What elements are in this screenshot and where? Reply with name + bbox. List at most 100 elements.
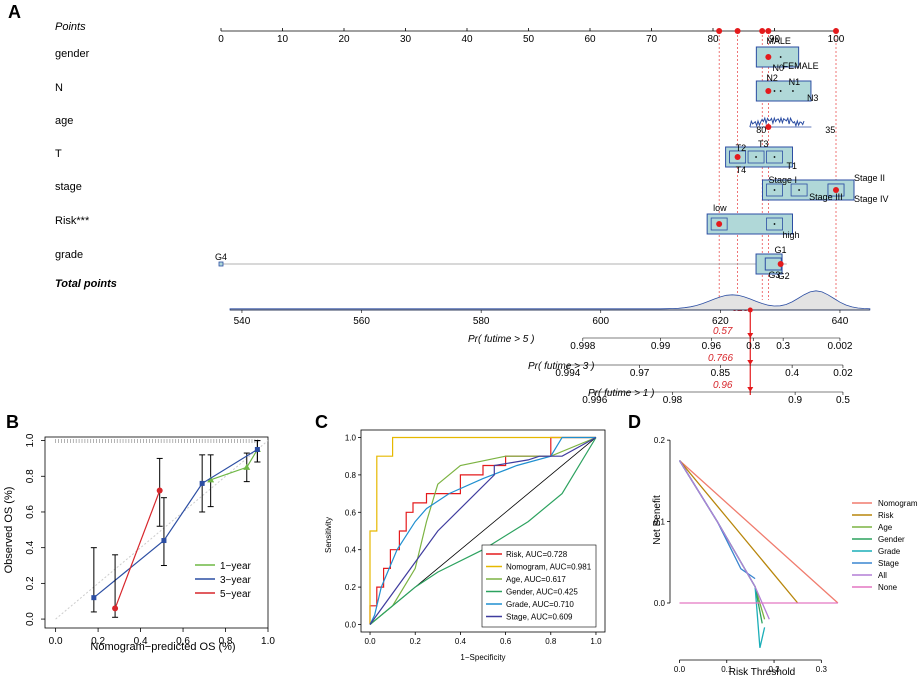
dca-legend-label: Stage xyxy=(878,559,899,568)
nomogram-level-label: FEMALE xyxy=(783,61,819,71)
roc-y-tick-label: 0.6 xyxy=(345,508,357,517)
prob-tick-label: 0.99 xyxy=(651,341,671,352)
roc-xlabel: 1−Specificity xyxy=(460,653,505,662)
dca-legend-label: Gender xyxy=(878,535,905,544)
total-tick-label: 600 xyxy=(592,316,609,327)
grade-level-label: G1 xyxy=(775,245,787,255)
dca-ylabel: Net Benefit xyxy=(652,495,663,545)
calibration-point xyxy=(156,487,163,494)
nomogram-level-label: T3 xyxy=(758,139,769,149)
var-label-risk: Risk*** xyxy=(55,215,90,227)
roc-x-tick-label: 0.6 xyxy=(500,637,512,646)
panel-label-d: D xyxy=(628,412,641,432)
calibration-panel: Nomogram−predicted OS (%) Observed OS (%… xyxy=(3,433,275,653)
points-tick-label: 40 xyxy=(461,34,473,45)
nomogram-level-label: N3 xyxy=(807,93,819,103)
points-selected-dot xyxy=(716,28,723,34)
roc-legend-label: Nomogram, AUC=0.981 xyxy=(506,563,592,572)
grade-level-label: G4 xyxy=(215,252,227,262)
dca-legend-label: Grade xyxy=(878,547,901,556)
total-tick-label: 620 xyxy=(712,316,729,327)
dca-y-tick-label: 0.1 xyxy=(654,518,666,527)
dca-legend-label: Nomogram xyxy=(878,499,918,508)
calibration-point xyxy=(254,446,260,452)
prob-tick-label: 0.998 xyxy=(570,341,595,352)
calibration-y-tick-label: 0.0 xyxy=(25,612,36,626)
dca-y-tick-label: 0.0 xyxy=(654,599,666,608)
roc-legend-box xyxy=(481,544,597,628)
prob-tick-label: 0.8 xyxy=(746,341,760,352)
roc-legend-label: Age, AUC=0.617 xyxy=(506,575,566,584)
var-label-age: age xyxy=(55,115,73,127)
panel-label-b: B xyxy=(6,412,19,432)
dca-curve-4 xyxy=(678,460,766,648)
calibration-point xyxy=(91,595,97,601)
roc-y-tick-label: 0.8 xyxy=(345,471,357,480)
points-tick-label: 80 xyxy=(707,34,719,45)
calibration-x-tick-label: 0.4 xyxy=(134,636,148,647)
roc-y-tick-label: 0.2 xyxy=(345,583,357,592)
calibration-point xyxy=(199,480,205,486)
roc-curve-0 xyxy=(369,436,596,625)
points-tick-label: 30 xyxy=(400,34,412,45)
nomogram-level-label: N1 xyxy=(789,77,801,87)
dca-legend-label: All xyxy=(878,571,887,580)
var-label-grade: grade xyxy=(55,249,83,261)
roc-y-tick-label: 0.4 xyxy=(345,546,357,555)
points-tick-label: 0 xyxy=(218,34,224,45)
dca-curve-1 xyxy=(678,460,799,604)
var-label-n: N xyxy=(55,82,63,94)
calibration-y-tick-label: 0.8 xyxy=(25,469,36,483)
prob-tick-label: 0.9 xyxy=(788,395,802,406)
prob-tick-label: 0.02 xyxy=(833,368,853,379)
nomogram-level-dot xyxy=(779,90,782,92)
total-selected-dot xyxy=(747,307,753,313)
dca-panel: Risk Threshold Net Benefit 0.0 0.1 0.2 0.3 0… xyxy=(652,436,918,678)
nomogram-level-dot xyxy=(773,156,776,158)
nomogram-level-label: N0 xyxy=(773,63,785,73)
grade-g4-box xyxy=(218,261,224,267)
prob-tick-label: 0.002 xyxy=(827,341,852,352)
nomogram-selected-dot xyxy=(765,54,772,60)
grade-level-label: G2 xyxy=(778,271,790,281)
age-level-label: 35 xyxy=(825,125,835,135)
roc-curve-1 xyxy=(369,436,596,625)
prob-tick-label: 0.96 xyxy=(702,341,722,352)
calibration-ylabel: Observed OS (%) xyxy=(3,487,15,574)
calibration-line-2 xyxy=(114,490,161,609)
dca-x-tick-label: 0.1 xyxy=(721,665,733,674)
prob-value-1: 0.96 xyxy=(713,380,733,391)
calibration-point xyxy=(161,538,167,544)
roc-y-tick-label: 0.0 xyxy=(345,621,357,630)
calibration-x-tick-label: 0.2 xyxy=(91,636,105,647)
dca-legend-label: None xyxy=(878,583,898,592)
dca-y-tick-label: 0.2 xyxy=(654,436,666,445)
dca-x-tick-label: 0.2 xyxy=(768,665,780,674)
nomogram-level-label: Stage I xyxy=(769,175,798,185)
total-tick-label: 560 xyxy=(353,316,370,327)
nomogram-level-dot xyxy=(755,156,757,158)
roc-x-tick-label: 0.2 xyxy=(410,637,422,646)
nomogram-level-dot xyxy=(798,189,800,191)
roc-legend-label: Risk, AUC=0.728 xyxy=(506,550,568,559)
dca-curve-2 xyxy=(678,460,766,620)
points-tick-label: 20 xyxy=(338,34,350,45)
calibration-point xyxy=(112,605,119,612)
nomogram-level-label: T2 xyxy=(736,143,747,153)
calibration-x-tick-label: 0.0 xyxy=(49,636,63,647)
points-selected-dot xyxy=(734,28,741,34)
points-selected-dot xyxy=(833,28,839,34)
prob-label-5: Pr( futime > 5 ) xyxy=(468,334,534,345)
calibration-line-1 xyxy=(93,448,258,599)
nomogram-selected-dot xyxy=(716,221,723,227)
total-tick-label: 640 xyxy=(832,316,849,327)
roc-frame xyxy=(360,429,606,633)
prob-label-1: Pr( futime > 1 ) xyxy=(588,388,654,399)
points-tick-label: 70 xyxy=(646,34,658,45)
dca-curve-3 xyxy=(678,460,763,624)
dca-legend-label: Risk xyxy=(878,511,895,520)
prob-arrow xyxy=(747,333,754,338)
calibration-xlabel: Nomogram−predicted OS (%) xyxy=(90,641,235,653)
points-label: Points xyxy=(55,21,86,33)
calibration-y-tick-label: 0.4 xyxy=(25,540,36,554)
